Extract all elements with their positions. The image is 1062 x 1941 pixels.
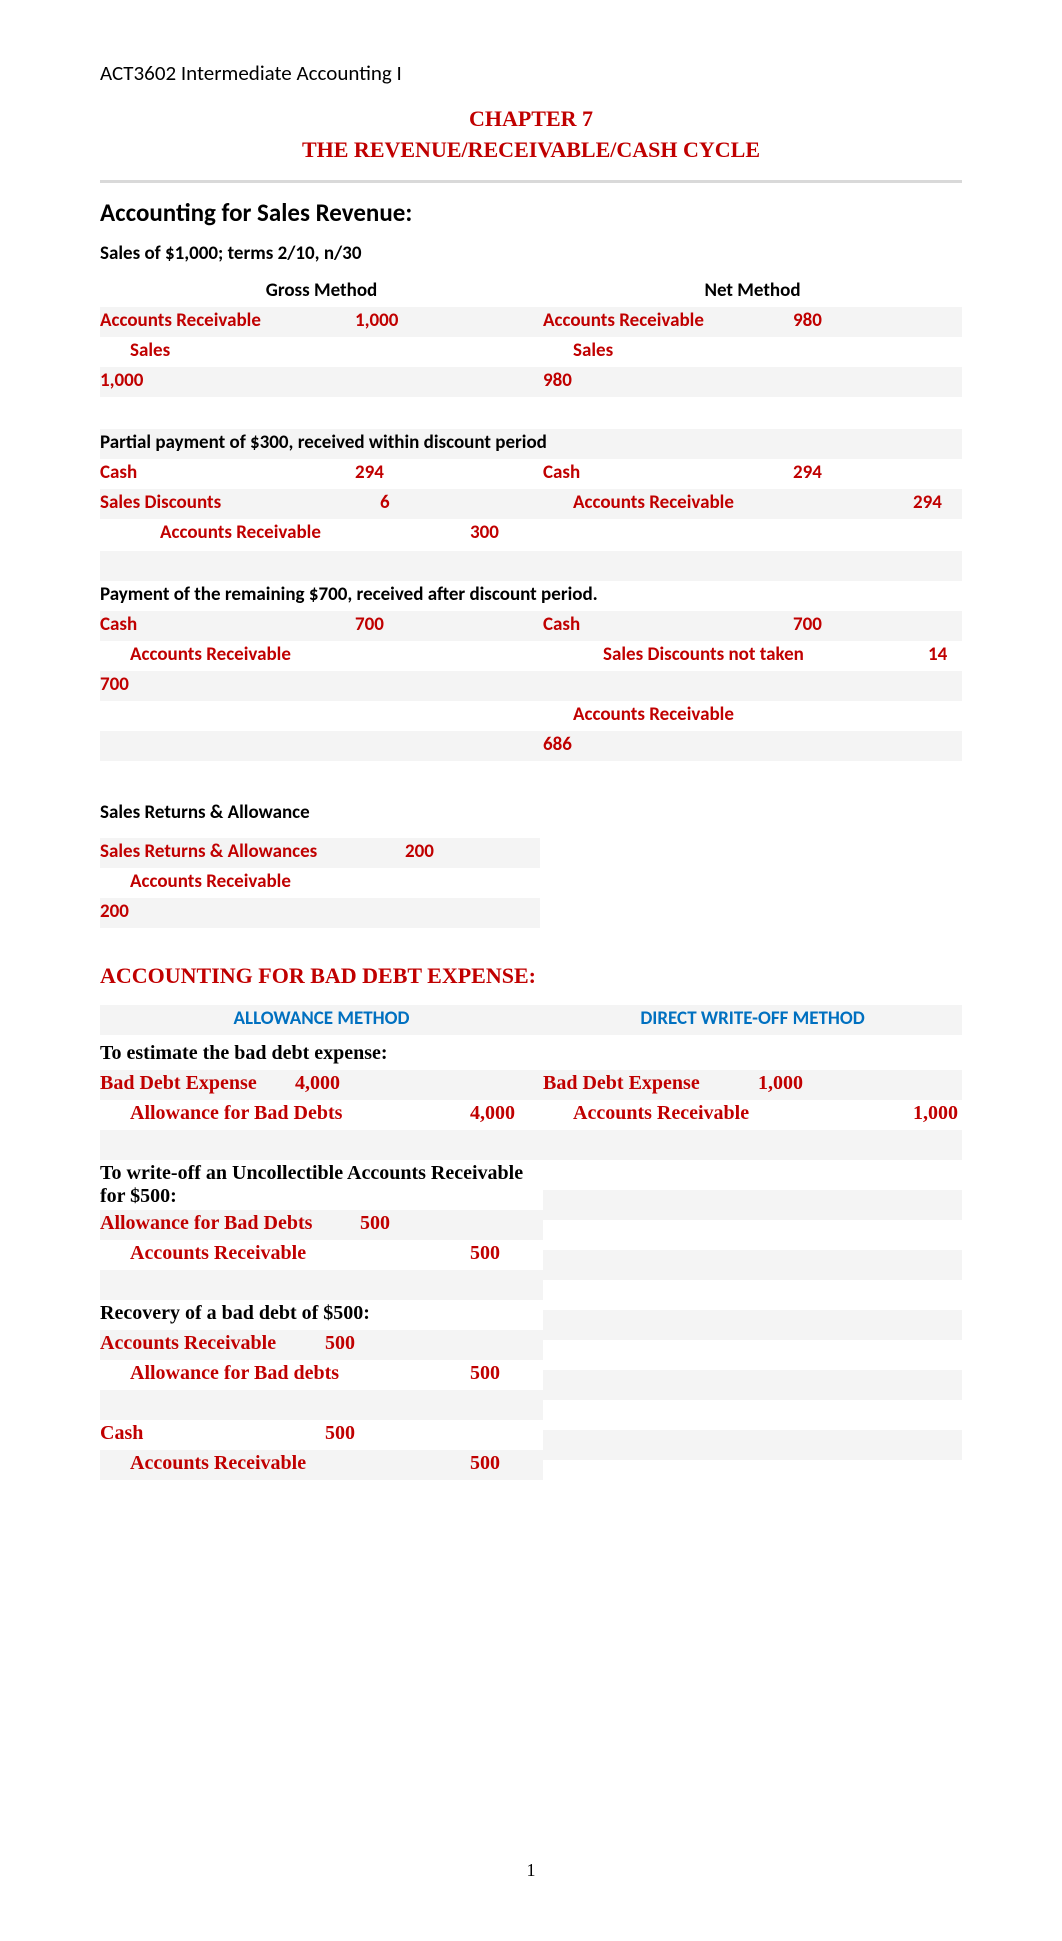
d-bde-label: Bad Debt Expense [543, 1072, 700, 1094]
net-method-header: Net Method [543, 279, 962, 302]
wo-allow-label: Allowance for Bad Debts [100, 1212, 312, 1234]
allowance-header: ALLOWANCE METHOD [100, 1005, 543, 1035]
section3-heading: ACCOUNTING FOR BAD DEBT EXPENSE: [100, 963, 962, 989]
n-ar2-credit: 686 [543, 733, 572, 756]
gross-method-header: Gross Method [100, 279, 543, 302]
rec-allow-credit: 500 [470, 1362, 500, 1385]
g-ar-label: Accounts Receivable [100, 521, 321, 544]
a-bde-label: Bad Debt Expense [100, 1072, 257, 1094]
n-ar-credit: 294 [913, 491, 942, 514]
chapter-name: THE REVENUE/RECEIVABLE/CASH CYCLE [100, 135, 962, 166]
n-cash-label: Cash [543, 461, 580, 484]
wo-ar-label: Accounts Receivable [100, 1242, 306, 1264]
gross-ar-label: Accounts Receivable [100, 309, 261, 332]
divider [100, 180, 962, 183]
n-cash2-label: Cash [543, 613, 580, 636]
g-ar2-label: Accounts Receivable [100, 643, 291, 666]
n-cash-debit: 294 [793, 461, 822, 484]
rec-ar2-credit: 500 [470, 1452, 500, 1475]
direct-header: DIRECT WRITE-OFF METHOD [543, 1005, 962, 1035]
g-ar2-credit: 700 [100, 673, 129, 696]
sales-terms: Sales of $1,000; terms 2/10, n/30 [100, 242, 962, 265]
rec-ar1-debit: 500 [325, 1332, 355, 1355]
chapter-number: CHAPTER 7 [100, 104, 962, 135]
g-cash2-debit: 700 [355, 613, 384, 636]
rec-ar1-label: Accounts Receivable [100, 1332, 276, 1354]
net-ar-debit: 980 [793, 309, 822, 332]
n-cash2-debit: 700 [793, 613, 822, 636]
section1-heading: Accounting for Sales Revenue: [100, 197, 962, 228]
rec-ar2-label: Accounts Receivable [100, 1452, 306, 1474]
remaining-payment-header: Payment of the remaining $700, received … [100, 581, 962, 611]
chapter-title: CHAPTER 7 THE REVENUE/RECEIVABLE/CASH CY… [100, 104, 962, 166]
n-disc-credit: 14 [928, 643, 947, 666]
n-ar-label: Accounts Receivable [543, 491, 734, 514]
a-allow-credit: 4,000 [470, 1102, 515, 1125]
estimate-header: To estimate the bad debt expense: [100, 1040, 543, 1070]
sra-ar-credit: 200 [100, 900, 129, 923]
remaining-payment-block: Cash 700 Accounts Receivable 700 Cash 70… [100, 611, 962, 761]
n-disc-label: Sales Discounts not taken [543, 643, 804, 666]
net-sales-credit: 980 [543, 369, 572, 392]
recovery-header: Recovery of a bad debt of $500: [100, 1300, 543, 1330]
g-cash-debit: 294 [355, 461, 384, 484]
g-ar-credit: 300 [470, 521, 499, 544]
n-ar2-label: Accounts Receivable [543, 703, 734, 726]
sra-ar-label: Accounts Receivable [100, 870, 291, 893]
gross-sales-credit: 1,000 [100, 369, 143, 392]
sra-debit: 200 [405, 840, 434, 863]
d-ar-label: Accounts Receivable [543, 1102, 749, 1124]
d-bde-debit: 1,000 [758, 1072, 803, 1095]
wo-allow-debit: 500 [360, 1212, 390, 1235]
writeoff-header: To write-off an Uncollectible Accounts R… [100, 1160, 543, 1210]
net-ar-label: Accounts Receivable [543, 309, 704, 332]
gross-ar-debit: 1,000 [355, 309, 398, 332]
net-sales-label: Sales [543, 339, 613, 362]
a-allow-label: Allowance for Bad Debts [100, 1102, 342, 1124]
partial-payment-header: Partial payment of $300, received within… [100, 429, 962, 459]
rec-cash-label: Cash [100, 1422, 143, 1444]
g-disc-label: Sales Discounts [100, 491, 221, 514]
g-cash2-label: Cash [100, 613, 137, 636]
wo-ar-credit: 500 [470, 1242, 500, 1265]
g-disc-debit: 6 [380, 491, 390, 514]
partial-payment-block: Cash 294 Sales Discounts 6 Accounts Rece… [100, 459, 962, 549]
course-header: ACT3602 Intermediate Accounting I [100, 60, 962, 86]
a-bde-debit: 4,000 [295, 1072, 340, 1095]
page-number: 1 [100, 1860, 962, 1881]
gross-sales-label: Sales [100, 339, 170, 362]
sra-block: Sales Returns & Allowances 200 Accounts … [100, 838, 540, 928]
sra-label: Sales Returns & Allowances [100, 840, 317, 863]
d-ar-credit: 1,000 [913, 1102, 958, 1125]
section2-heading: Sales Returns & Allowance [100, 801, 962, 824]
rec-cash-debit: 500 [325, 1422, 355, 1445]
initial-sale-block: Gross Method Accounts Receivable 1,000 S… [100, 279, 962, 397]
rec-allow-label: Allowance for Bad debts [100, 1362, 339, 1384]
g-cash-label: Cash [100, 461, 137, 484]
bad-debt-block: ALLOWANCE METHOD To estimate the bad deb… [100, 1005, 962, 1480]
